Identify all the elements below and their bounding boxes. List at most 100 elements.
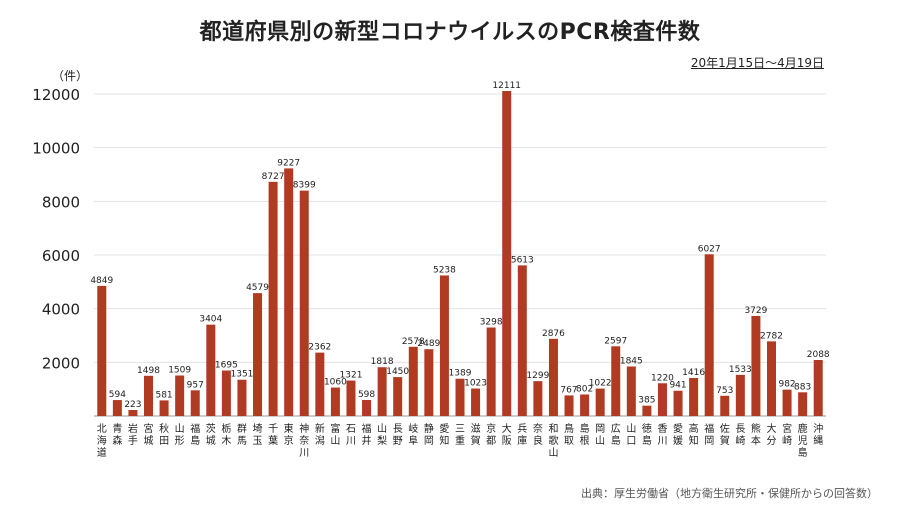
x-tick-label: 分 xyxy=(766,435,776,447)
value-label: 6027 xyxy=(698,244,721,254)
x-tick-label: 島 xyxy=(642,434,652,447)
x-tick-label: 神 xyxy=(299,422,309,435)
x-tick-label: 歌 xyxy=(548,434,558,447)
x-tick-label: 群 xyxy=(237,422,247,435)
bar xyxy=(346,380,356,416)
bar xyxy=(657,383,667,416)
x-tick-label: 三 xyxy=(455,424,465,435)
bar xyxy=(533,381,543,416)
bar xyxy=(175,375,185,416)
value-label: 941 xyxy=(669,381,686,391)
x-tick-label: 岡 xyxy=(595,423,605,435)
bar xyxy=(424,349,434,416)
x-tick-label: 香 xyxy=(657,423,667,435)
bar xyxy=(268,181,278,416)
x-tick-label: 根 xyxy=(580,434,590,447)
x-tick-label: 京 xyxy=(486,422,496,435)
bar xyxy=(642,405,652,416)
bar xyxy=(548,338,558,416)
x-tick-label: 大 xyxy=(766,422,776,435)
x-tick-label: 良 xyxy=(533,434,543,447)
x-tick-label: 富 xyxy=(330,422,340,435)
value-label: 8727 xyxy=(262,172,285,182)
x-tick-label: 島 xyxy=(611,434,621,447)
value-label: 9227 xyxy=(277,158,300,168)
x-tick-label: 岩 xyxy=(128,422,138,435)
x-tick-label: 青 xyxy=(112,422,122,435)
x-tick-label: 秋 xyxy=(159,422,169,435)
bar xyxy=(766,341,776,416)
bar xyxy=(377,367,387,416)
x-tick-label: 重 xyxy=(455,434,465,447)
value-label: 1818 xyxy=(371,357,394,367)
bar xyxy=(190,390,200,416)
bar xyxy=(315,352,325,416)
value-label: 957 xyxy=(187,380,204,390)
x-tick-label: 福 xyxy=(704,422,714,435)
x-tick-label: 海 xyxy=(97,434,107,447)
x-tick-label: 井 xyxy=(362,434,372,447)
x-tick-label: 野 xyxy=(393,435,403,447)
value-label: 1022 xyxy=(589,379,612,389)
value-label: 1695 xyxy=(215,361,238,371)
bar xyxy=(564,395,574,416)
value-label: 767 xyxy=(560,385,577,395)
x-tick-label: 縄 xyxy=(813,434,823,447)
period-label: 20年1月15日〜4月19日 xyxy=(690,56,824,70)
bar xyxy=(455,378,465,416)
x-tick-label: 山 xyxy=(595,435,605,447)
value-label: 753 xyxy=(716,386,733,396)
x-tick-label: 阪 xyxy=(502,434,512,447)
value-label: 223 xyxy=(124,400,141,410)
x-tick-label: 愛 xyxy=(439,422,449,435)
source-note: 出典：厚生労働省（地方衛生研究所・保健所からの回答数） xyxy=(581,487,878,500)
value-label: 1299 xyxy=(526,371,549,381)
x-tick-label: 高 xyxy=(689,422,699,435)
x-tick-label: 千 xyxy=(268,423,278,435)
value-label: 1509 xyxy=(168,366,191,376)
bar xyxy=(595,388,605,416)
x-tick-label: 阜 xyxy=(408,434,418,447)
bar xyxy=(626,366,636,416)
bar xyxy=(97,285,107,416)
x-tick-label: 長 xyxy=(393,423,403,435)
x-tick-label: 熊 xyxy=(751,422,761,435)
x-tick-label: 滋 xyxy=(471,422,481,435)
x-tick-label: 島 xyxy=(190,434,200,447)
x-tick-label: 福 xyxy=(362,422,372,435)
x-tick-label: 潟 xyxy=(315,434,325,447)
value-label: 8399 xyxy=(293,181,316,191)
value-label: 1060 xyxy=(324,378,347,388)
bar xyxy=(253,293,263,416)
x-tick-label: 鹿 xyxy=(798,422,808,435)
value-label: 2782 xyxy=(760,331,783,341)
x-tick-label: 大 xyxy=(502,422,512,435)
value-label: 2578 xyxy=(402,337,425,347)
x-tick-label: 東 xyxy=(284,422,294,435)
x-tick-label: 徳 xyxy=(642,422,652,435)
x-tick-label: 山 xyxy=(548,447,558,459)
value-label: 385 xyxy=(638,396,655,406)
x-tick-label: 奈 xyxy=(533,422,543,435)
value-label: 1533 xyxy=(729,365,752,375)
value-label: 1416 xyxy=(682,368,705,378)
bar xyxy=(362,399,372,416)
x-tick-label: 葉 xyxy=(268,434,278,447)
x-tick-label: 山 xyxy=(175,423,185,435)
x-tick-label: 島 xyxy=(580,422,590,435)
x-tick-label: 栃 xyxy=(221,422,231,435)
x-tick-label: 川 xyxy=(299,448,309,459)
value-label: 1321 xyxy=(340,371,363,381)
value-label: 2597 xyxy=(604,336,627,346)
x-tick-label: 道 xyxy=(97,446,107,459)
y-tick-label: 10000 xyxy=(32,140,80,158)
x-tick-label: 福 xyxy=(190,422,200,435)
value-label: 1845 xyxy=(620,356,643,366)
value-label: 1450 xyxy=(386,367,409,377)
x-tick-label: 和 xyxy=(548,423,558,435)
value-label: 1220 xyxy=(651,373,674,383)
x-tick-label: 馬 xyxy=(237,435,247,447)
x-tick-label: 北 xyxy=(97,423,107,435)
value-label: 3298 xyxy=(480,318,503,328)
